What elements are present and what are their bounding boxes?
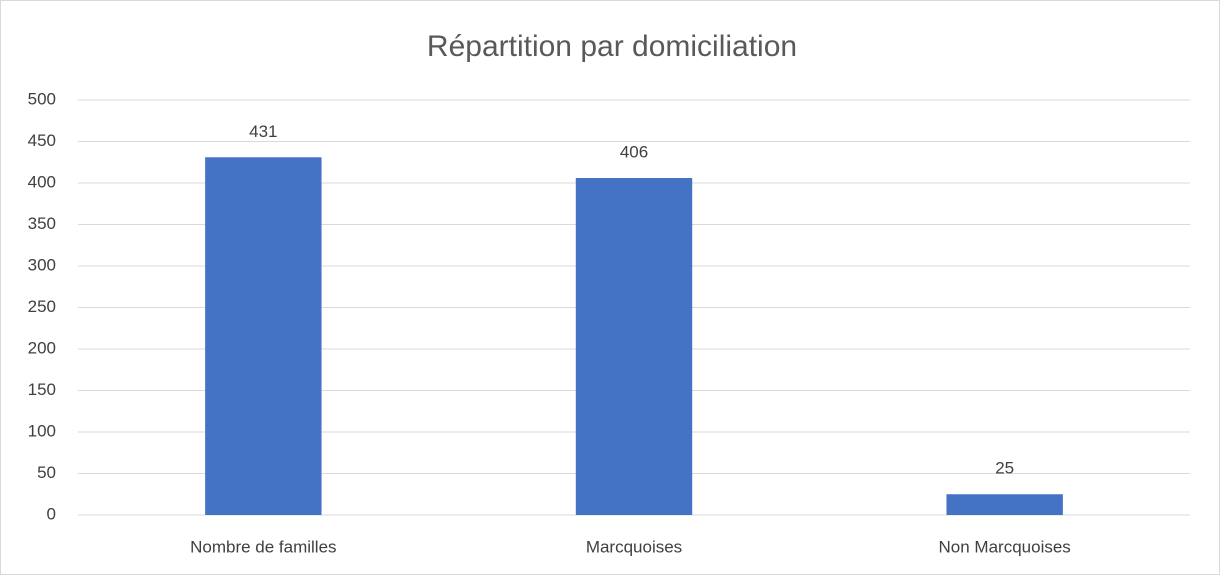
y-tick-label: 150 — [28, 380, 56, 399]
x-tick-label: Nombre de familles — [190, 537, 336, 556]
bar — [575, 178, 693, 515]
y-tick-label: 500 — [28, 89, 56, 108]
y-tick-label: 300 — [28, 255, 56, 274]
y-tick-label: 250 — [28, 297, 56, 316]
chart-title: Répartition par domiciliation — [427, 30, 797, 63]
x-tick-label: Marcquoises — [586, 537, 682, 556]
bar — [205, 157, 322, 515]
x-tick-label: Non Marcquoises — [939, 537, 1071, 556]
y-tick-label: 400 — [28, 172, 56, 191]
y-tick-label: 450 — [28, 131, 56, 150]
y-tick-label: 200 — [28, 338, 56, 357]
y-tick-label: 100 — [28, 421, 56, 440]
data-label: 406 — [620, 143, 648, 162]
y-tick-label: 0 — [47, 504, 56, 523]
data-label: 25 — [995, 459, 1014, 478]
y-tick-label: 50 — [37, 463, 56, 482]
bar — [946, 494, 1063, 515]
y-tick-label: 350 — [28, 214, 56, 233]
data-label: 431 — [249, 122, 277, 141]
